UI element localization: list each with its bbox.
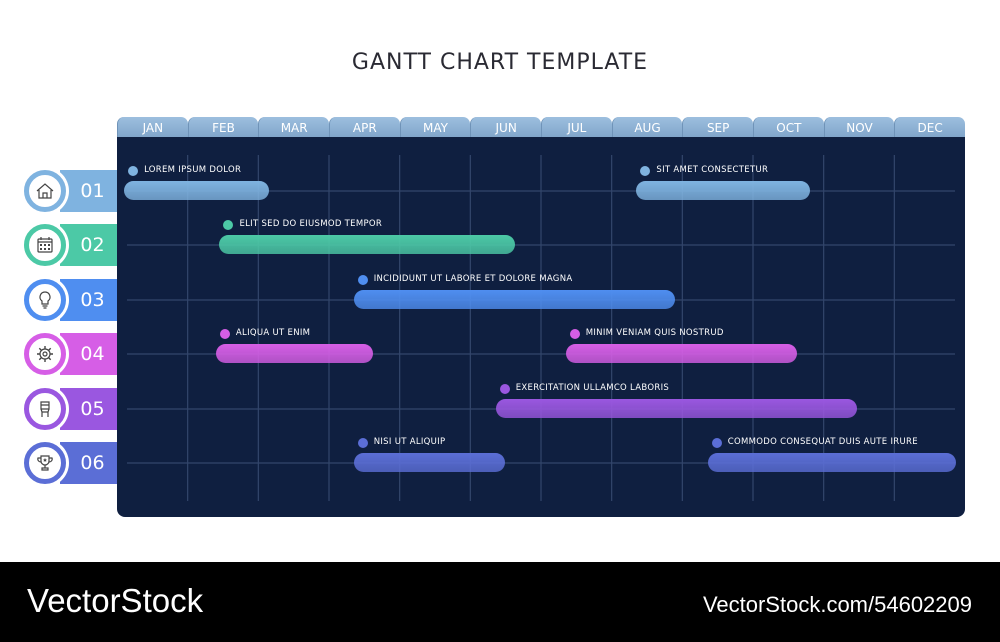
task-dot — [357, 438, 368, 448]
month-label-nov: NOV — [823, 117, 895, 139]
task-bar[interactable] — [353, 453, 505, 472]
month-label-jul: JUL — [541, 117, 612, 139]
task-label: ELIT SED DO EIUSMOD TEMPOR — [239, 219, 383, 229]
task-bar[interactable] — [565, 344, 797, 363]
task-bar[interactable] — [215, 344, 373, 363]
task-label: COMMODO CONSEQUAT DUIS AUTE IRURE — [727, 437, 918, 447]
task-dot — [711, 438, 722, 448]
row-number-04: 04 — [60, 333, 117, 375]
task-label: MINIM VENIAM QUIS NOSTRUD — [585, 328, 724, 338]
footer-id: VectorStock.com/54602209 — [702, 592, 972, 617]
task-dot — [223, 220, 234, 230]
task-dot — [219, 329, 230, 339]
footer-brand: VectorStock — [27, 582, 204, 619]
raised-fist-icon — [24, 388, 66, 430]
row-number-01: 01 — [60, 170, 117, 212]
row-number-06: 06 — [60, 442, 117, 484]
lightbulb-icon — [24, 279, 66, 321]
month-label-mar: MAR — [258, 117, 329, 139]
trophy-icon — [24, 442, 66, 484]
calendar-icon — [24, 224, 66, 266]
month-label-jan: JAN — [117, 117, 188, 139]
row-number-03: 03 — [60, 279, 117, 321]
gear-icon — [24, 333, 66, 375]
footer-bar: VectorStock VectorStock.com/54602209 — [0, 562, 1000, 642]
month-label-dec: DEC — [894, 117, 965, 139]
page-title: GANTT CHART TEMPLATE — [351, 50, 649, 75]
house-icon — [24, 170, 66, 212]
month-label-jun: JUN — [470, 117, 541, 139]
row-number-05: 05 — [60, 388, 117, 430]
month-label-aug: AUG — [611, 117, 683, 139]
task-dot — [569, 329, 580, 339]
task-bar[interactable] — [707, 453, 956, 472]
month-label-apr: APR — [329, 117, 400, 139]
task-bar[interactable] — [124, 181, 269, 200]
task-bar[interactable] — [636, 181, 810, 200]
task-label: NISI UT ALIQUIP — [373, 437, 446, 447]
task-label: INCIDIDUNT UT LABORE ET DOLORE MAGNA — [373, 274, 573, 284]
task-label: EXERCITATION ULLAMCO LABORIS — [515, 383, 670, 393]
month-label-sep: SEP — [682, 117, 753, 139]
task-bar[interactable] — [353, 290, 676, 309]
task-dot — [499, 384, 510, 394]
task-label: LOREM IPSUM DOLOR — [144, 165, 242, 175]
task-label: ALIQUA UT ENIM — [235, 328, 311, 338]
task-bar[interactable] — [219, 235, 515, 254]
row-number-02: 02 — [60, 224, 117, 266]
task-bar[interactable] — [495, 399, 857, 418]
month-label-feb: FEB — [187, 117, 259, 139]
task-dot — [128, 166, 139, 176]
task-label: SIT AMET CONSECTETUR — [656, 165, 769, 175]
month-label-may: MAY — [399, 117, 471, 139]
task-dot — [357, 275, 368, 285]
month-label-oct: OCT — [753, 117, 824, 139]
task-dot — [640, 166, 651, 176]
